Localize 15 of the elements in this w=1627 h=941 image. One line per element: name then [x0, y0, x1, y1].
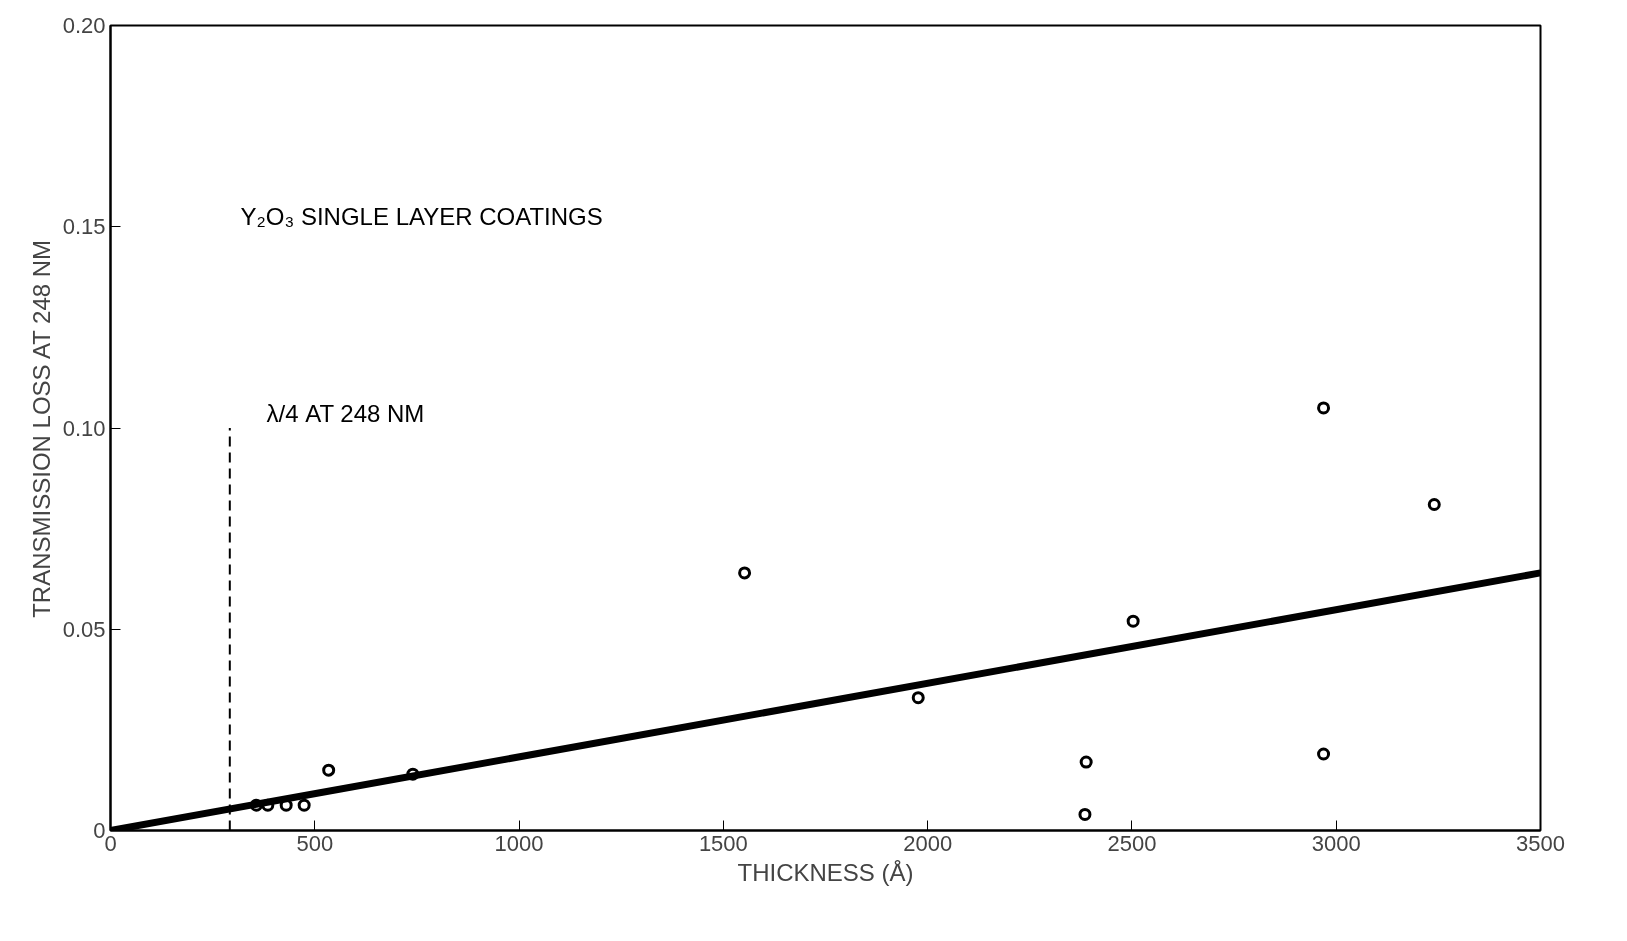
y-tick-label: 0.20 — [62, 13, 106, 38]
y-tick-label: 0.05 — [62, 616, 106, 642]
x-axis-title: THICKNESS (Å) — [737, 858, 914, 886]
x-tick-label: 500 — [296, 830, 334, 856]
x-tick-label: 2500 — [1107, 830, 1157, 856]
y-tick-label: 0.15 — [62, 214, 106, 240]
x-tick-label: 3500 — [1516, 830, 1565, 856]
y-tick-label: 0.10 — [62, 415, 106, 441]
x-tick-label: 1500 — [698, 830, 748, 856]
annotation: λ/4 AT 248 NM — [266, 400, 425, 427]
x-tick-label: 3000 — [1311, 830, 1361, 856]
x-tick-label: 1000 — [494, 830, 544, 856]
annotation: Y₂O₃ SINGLE LAYER COATINGS — [240, 203, 603, 230]
y-axis-title: TRANSMISSION LOSS AT 248 NM — [27, 239, 55, 618]
x-tick-label: 2000 — [903, 830, 953, 856]
